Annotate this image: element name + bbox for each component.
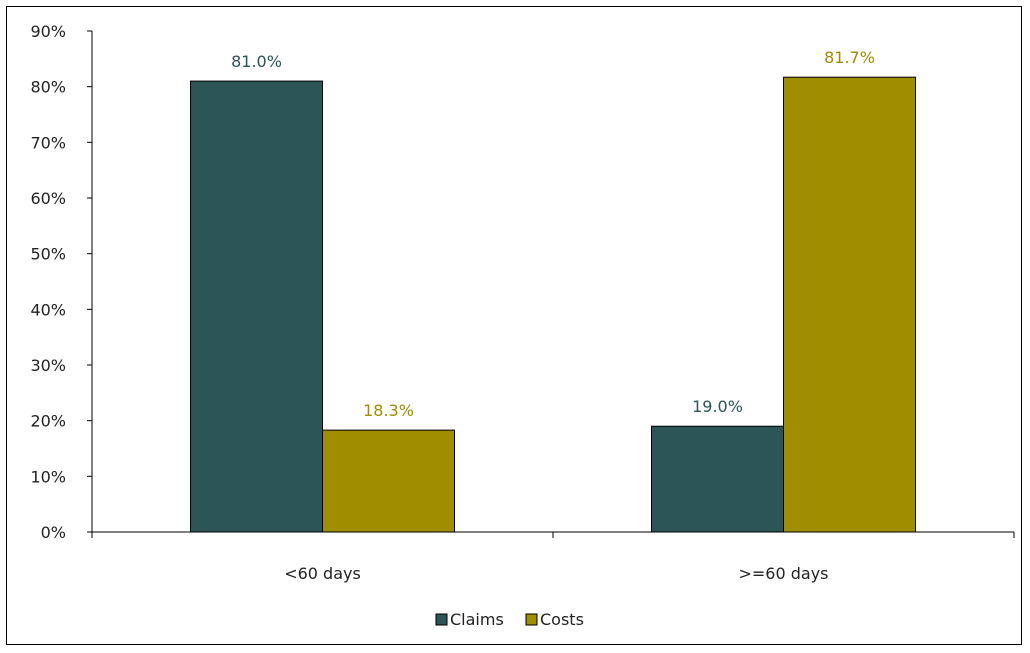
y-tick-label: 90% [30, 22, 66, 41]
y-tick-label: 40% [30, 300, 66, 319]
legend: Claims Costs [435, 610, 584, 629]
legend-label-claims: Claims [450, 610, 504, 629]
y-tick-label: 70% [30, 133, 66, 152]
y-tick-label: 30% [30, 356, 66, 375]
bar-claims-1 [651, 425, 784, 533]
data-label-claims-0: 81.0% [231, 52, 282, 71]
y-tick-label: 80% [30, 78, 66, 97]
bar-costs-0 [322, 429, 455, 533]
y-tick-label: 20% [30, 412, 66, 431]
bars: 81.0% 18.3% 19.0% 81.7% [190, 48, 916, 533]
legend-swatch-costs [525, 613, 538, 626]
data-label-costs-0: 18.3% [363, 401, 414, 420]
bar-claims-0 [190, 80, 323, 533]
x-category-label: >=60 days [738, 564, 828, 583]
y-tick-label: 60% [30, 189, 66, 208]
y-tick-label: 50% [30, 245, 66, 264]
y-tick-label: 0% [41, 523, 66, 542]
legend-label-costs: Costs [540, 610, 584, 629]
y-tick-label: 10% [30, 467, 66, 486]
bar-costs-1 [783, 76, 916, 533]
data-label-costs-1: 81.7% [824, 48, 875, 67]
legend-swatch-claims [435, 613, 448, 626]
data-label-claims-1: 19.0% [692, 397, 743, 416]
x-category-label: <60 days [284, 564, 361, 583]
